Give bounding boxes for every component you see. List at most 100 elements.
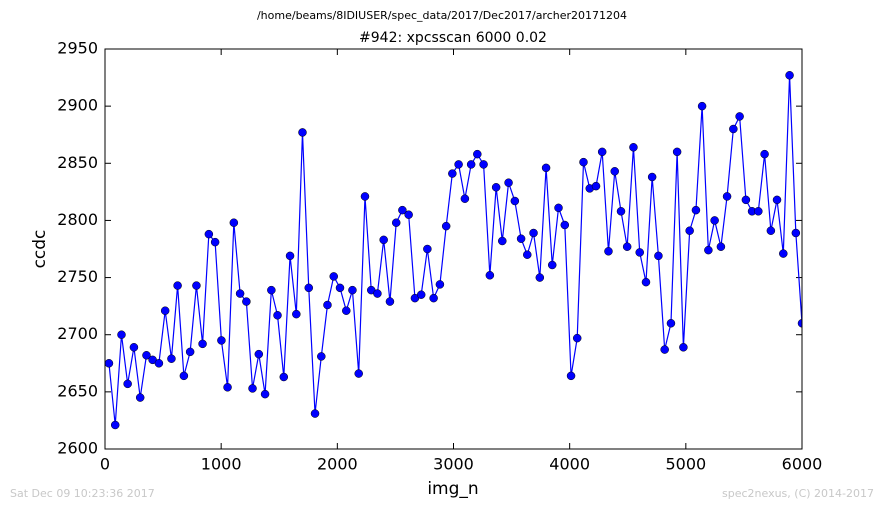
data-point <box>441 221 451 231</box>
data-point <box>342 306 351 315</box>
data-point <box>254 349 264 359</box>
data-point <box>360 192 370 201</box>
data-point <box>610 167 619 176</box>
data-point <box>691 205 701 215</box>
data-point <box>523 250 532 259</box>
data-point <box>217 336 226 345</box>
x-tick-label: 4000 <box>549 455 590 474</box>
data-point <box>135 393 145 402</box>
data-point <box>485 271 495 280</box>
data-point <box>348 285 357 295</box>
data-point <box>267 285 276 295</box>
data-point <box>741 195 751 205</box>
data-point <box>179 371 189 381</box>
data-point <box>192 281 201 290</box>
data-point <box>242 297 251 306</box>
data-point <box>754 207 763 216</box>
data-point <box>310 409 320 418</box>
data-point <box>697 101 707 111</box>
data-point <box>635 248 644 257</box>
data-point <box>579 157 588 167</box>
data-point <box>660 345 669 354</box>
data-point <box>498 236 507 246</box>
series-line <box>108 75 802 426</box>
y-tick-label: 2850 <box>57 153 98 172</box>
data-point <box>154 359 164 368</box>
data-point <box>142 351 151 360</box>
data-point <box>779 249 788 258</box>
plot-frame <box>104 48 803 450</box>
data-point <box>204 229 214 239</box>
data-point <box>454 160 463 169</box>
data-point <box>772 195 782 205</box>
plot-area <box>105 71 802 430</box>
data-point <box>167 354 176 363</box>
data-point <box>672 147 682 157</box>
data-point <box>504 178 513 187</box>
data-point <box>298 128 307 137</box>
data-point <box>529 228 538 238</box>
y-tick-label: 2750 <box>57 267 98 286</box>
data-point <box>541 163 551 173</box>
suptitle: /home/beams/8IDIUSER/spec_data/2017/Dec2… <box>257 9 627 22</box>
data-point <box>766 226 776 235</box>
data-point <box>560 220 570 230</box>
data-point <box>373 289 382 298</box>
data-point <box>123 379 132 389</box>
data-point <box>641 277 651 287</box>
data-point <box>516 234 526 243</box>
data-point <box>279 372 289 382</box>
x-tick-label: 6000 <box>782 455 823 474</box>
y-axis-label: ccdc <box>30 230 50 269</box>
data-point <box>760 149 769 159</box>
data-point <box>429 293 438 303</box>
data-point <box>685 226 694 235</box>
data-point <box>654 251 663 261</box>
y-tick-label: 2600 <box>57 439 98 458</box>
data-point <box>223 383 232 392</box>
data-point <box>404 210 413 219</box>
data-point <box>185 347 195 357</box>
data-point <box>622 242 632 251</box>
data-point <box>435 280 445 289</box>
data-point <box>735 112 744 121</box>
x-tick-label: 1000 <box>201 455 242 474</box>
data-point <box>198 339 207 349</box>
data-point <box>210 237 220 247</box>
y-tick-label: 2700 <box>57 324 98 343</box>
data-point <box>479 160 488 169</box>
data-point <box>423 244 432 254</box>
data-point <box>379 235 388 245</box>
data-point <box>273 311 282 320</box>
data-point <box>473 149 482 159</box>
data-point <box>317 352 326 361</box>
y-tick-label: 2800 <box>57 210 98 229</box>
data-point <box>260 389 270 399</box>
data-point <box>335 283 345 293</box>
data-point <box>460 194 470 203</box>
data-point <box>323 300 332 310</box>
data-point <box>785 71 794 80</box>
data-point <box>566 371 576 381</box>
data-point <box>385 297 395 306</box>
data-point <box>647 172 657 182</box>
data-point <box>229 218 239 227</box>
data-point <box>329 272 338 281</box>
data-point <box>304 283 314 293</box>
data-point <box>285 251 295 261</box>
data-point <box>591 181 601 191</box>
data-point <box>535 273 545 282</box>
x-tick-label: 2000 <box>317 455 358 474</box>
data-point <box>616 207 626 216</box>
data-point <box>666 319 676 328</box>
data-point <box>466 160 476 169</box>
data-point <box>797 319 802 328</box>
data-point <box>729 124 738 134</box>
data-point <box>722 192 732 201</box>
data-point <box>597 147 607 157</box>
x-tick-label: 5000 <box>665 455 706 474</box>
footer-right: spec2nexus, (C) 2014-2017 <box>722 487 874 500</box>
y-tick-label: 2900 <box>57 96 98 115</box>
data-point <box>292 309 301 319</box>
chart-title: #942: xpcsscan 6000 0.02 <box>359 30 547 46</box>
